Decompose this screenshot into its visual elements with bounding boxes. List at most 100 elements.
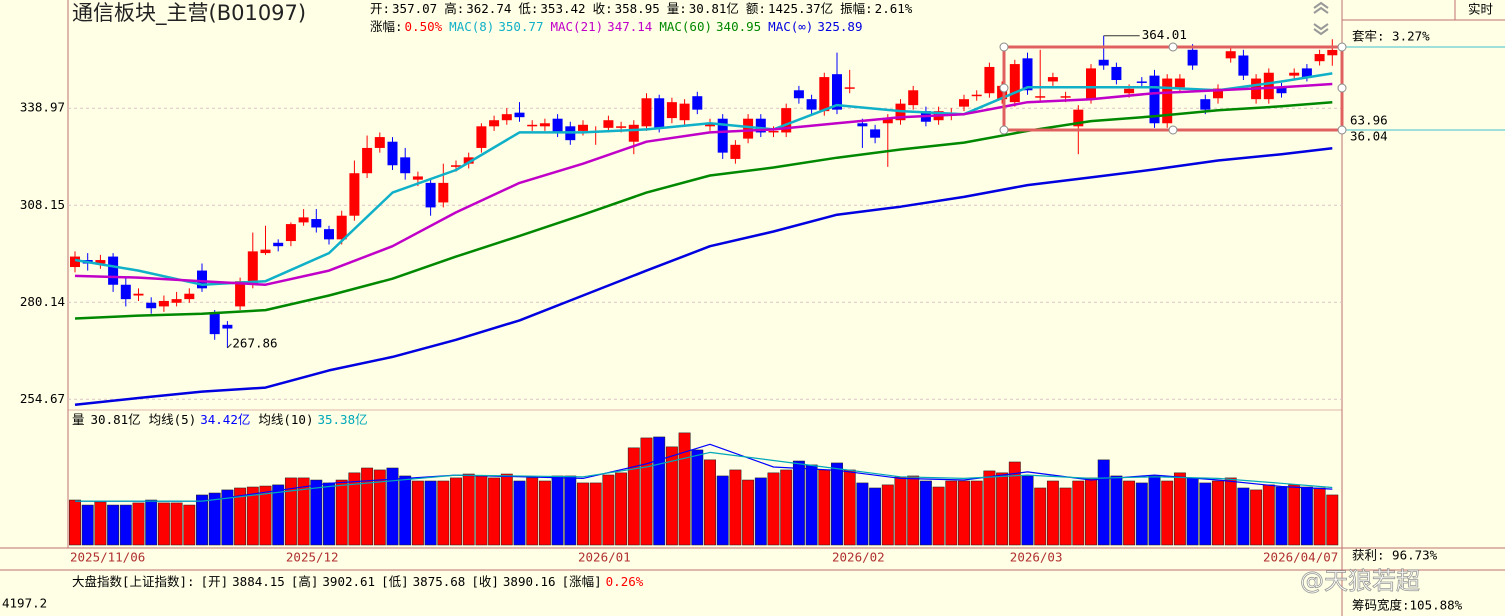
volume-bar bbox=[754, 477, 767, 546]
low-annotation: 267.86 bbox=[232, 335, 277, 350]
mode-label[interactable]: 实时 bbox=[1468, 2, 1494, 17]
volume-bar bbox=[831, 462, 843, 546]
candle-body bbox=[666, 102, 677, 119]
candle-body bbox=[730, 144, 741, 159]
handle[interactable] bbox=[999, 125, 1009, 135]
volume-bar bbox=[983, 470, 996, 546]
candle-body bbox=[285, 224, 296, 242]
handle[interactable] bbox=[999, 42, 1009, 52]
quote-value: 357.07 bbox=[392, 1, 437, 16]
candle-body bbox=[120, 284, 131, 300]
index-value: 3875.68 bbox=[413, 574, 466, 589]
handle[interactable] bbox=[999, 83, 1009, 93]
change-label: 涨幅: bbox=[370, 19, 403, 34]
candle-body bbox=[1314, 54, 1325, 62]
volume-bar bbox=[894, 476, 907, 546]
candle-body bbox=[1289, 72, 1300, 76]
volume-bar bbox=[792, 460, 805, 546]
candle-body bbox=[108, 256, 119, 285]
volume-bar bbox=[577, 482, 589, 546]
y-tick-label: 338.97 bbox=[20, 100, 65, 115]
volume-bar bbox=[1034, 487, 1047, 546]
candle-body bbox=[717, 118, 728, 153]
volume-bar bbox=[1072, 480, 1085, 546]
volume-bar bbox=[1288, 484, 1301, 546]
quote-label: 收: bbox=[593, 1, 613, 16]
volume-bar bbox=[1110, 475, 1123, 546]
quote-label: 低: bbox=[518, 1, 538, 16]
candle-body bbox=[641, 98, 652, 127]
volume-bar bbox=[653, 436, 666, 546]
y-tick-label: 280.14 bbox=[20, 294, 65, 309]
volume-ma-name: 均线(5) bbox=[149, 412, 197, 427]
quote-value: 1425.37亿 bbox=[768, 1, 833, 16]
volume-bar bbox=[1326, 494, 1339, 546]
volume-bar bbox=[132, 502, 145, 546]
candle-body bbox=[1086, 68, 1096, 100]
quote-value: 30.81亿 bbox=[689, 1, 739, 16]
volume-bar bbox=[69, 499, 81, 546]
candle-body bbox=[857, 123, 868, 127]
volume-bar bbox=[196, 494, 208, 546]
candle-body bbox=[1047, 77, 1058, 82]
volume-bar bbox=[373, 469, 386, 546]
index-value: 0.26% bbox=[606, 574, 644, 589]
volume-bar bbox=[907, 475, 920, 546]
volume-bar bbox=[1046, 480, 1059, 546]
candle-body bbox=[298, 217, 309, 223]
handle[interactable] bbox=[1168, 125, 1178, 135]
index-title: 大盘指数[上证指数]: bbox=[72, 574, 195, 589]
quote-label: 量: bbox=[667, 1, 687, 16]
quote-label: 开: bbox=[370, 1, 390, 16]
scroll-up-icon[interactable] bbox=[1313, 1, 1329, 14]
chip-upper: 63.96 bbox=[1350, 113, 1388, 128]
handle[interactable] bbox=[1337, 125, 1347, 135]
candle-body bbox=[705, 123, 715, 127]
volume-bar bbox=[843, 469, 856, 546]
volume-bar bbox=[615, 472, 628, 546]
quote-label: 振幅: bbox=[840, 1, 873, 16]
highlight-box bbox=[999, 42, 1347, 135]
candle-body bbox=[1200, 99, 1211, 110]
volume-bar bbox=[538, 480, 551, 546]
y-tick-label: 308.15 bbox=[20, 197, 65, 212]
candle-body bbox=[146, 302, 157, 309]
candle-body bbox=[628, 124, 639, 142]
candle-body bbox=[349, 173, 360, 216]
candle-body bbox=[1124, 88, 1135, 94]
high-annotation: 364.01 bbox=[1142, 27, 1187, 42]
chip-lower: 36.04 bbox=[1350, 129, 1388, 144]
volume-bar bbox=[627, 447, 640, 546]
volume-bar bbox=[704, 459, 716, 546]
candle-body bbox=[260, 249, 271, 254]
quote-value: 362.74 bbox=[466, 1, 511, 16]
ma-legend-value: 347.14 bbox=[607, 19, 652, 34]
candle-body bbox=[1060, 96, 1071, 98]
candle-body bbox=[222, 324, 233, 329]
candle-body bbox=[387, 141, 398, 166]
volume-ma-value: 34.42亿 bbox=[200, 412, 250, 427]
handle[interactable] bbox=[1337, 83, 1347, 93]
quote-value: 2.61% bbox=[875, 1, 913, 16]
candle-body bbox=[184, 293, 195, 300]
candle-body bbox=[1276, 87, 1287, 94]
candle-body bbox=[489, 120, 500, 127]
handle[interactable] bbox=[1337, 42, 1347, 52]
volume-bar bbox=[81, 504, 94, 546]
candle-body bbox=[959, 99, 969, 107]
index-value: 3884.15 bbox=[232, 574, 285, 589]
candle-body bbox=[1263, 72, 1274, 100]
candle-body bbox=[1174, 78, 1185, 88]
volume-bar bbox=[488, 477, 501, 546]
scroll-down-icon[interactable] bbox=[1313, 23, 1329, 36]
candle-body bbox=[692, 96, 703, 110]
candle-body bbox=[247, 251, 258, 285]
volume-bar bbox=[589, 482, 602, 546]
volume-bar bbox=[1224, 477, 1237, 546]
candle-body bbox=[552, 118, 563, 133]
volume-bar bbox=[780, 469, 793, 546]
trapped-label: 套牢: 3.27% bbox=[1352, 29, 1430, 44]
volume-bar bbox=[818, 469, 831, 546]
volume-ma-name: 均线(10) bbox=[258, 412, 313, 427]
handle[interactable] bbox=[1168, 42, 1178, 52]
